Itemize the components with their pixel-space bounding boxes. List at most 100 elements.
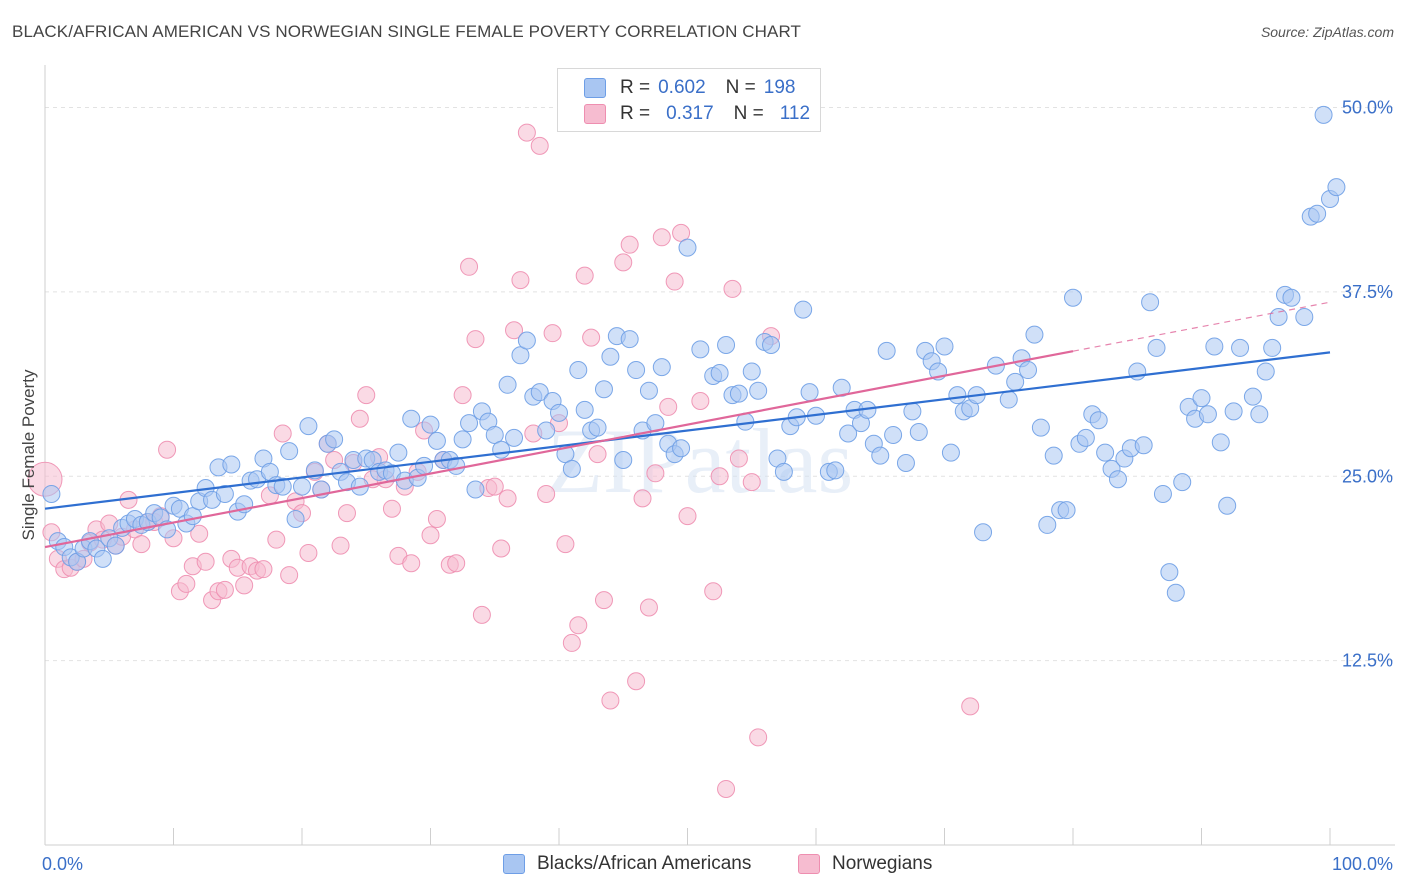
norwegian-trend-line (44, 350, 1074, 549)
x-tick-label: 0.0% (42, 854, 83, 874)
black-point (1089, 411, 1108, 430)
black-trend-line (44, 351, 1331, 510)
black-point (601, 347, 620, 366)
legend-swatch-pink (584, 104, 606, 124)
black-point (749, 381, 768, 400)
black-point (1256, 362, 1275, 381)
black-point (1025, 325, 1044, 344)
black-point (672, 439, 691, 458)
black-point (1327, 178, 1346, 197)
norwegian-point (350, 409, 369, 428)
norwegian-point (267, 530, 286, 549)
norwegian-point (505, 321, 524, 340)
norwegian-point (511, 271, 530, 290)
norwegian-point (466, 330, 485, 349)
black-point (106, 536, 125, 555)
norwegian-point (492, 539, 511, 558)
black-point (620, 330, 639, 349)
norwegian-point (646, 464, 665, 483)
black-point (1134, 436, 1153, 455)
norwegian-point (280, 566, 299, 585)
black-point (1160, 563, 1179, 582)
black-point (389, 443, 408, 462)
y-tick-label: 12.5% (1342, 651, 1393, 671)
chart-title: BLACK/AFRICAN AMERICAN VS NORWEGIAN SING… (12, 22, 802, 41)
black-point (594, 380, 613, 399)
norwegian-point (543, 324, 562, 343)
black-point (402, 409, 421, 428)
norwegian-point (639, 598, 658, 617)
black-point (614, 451, 633, 470)
norwegian-point (537, 484, 556, 503)
black-point (325, 430, 344, 449)
black-point (639, 381, 658, 400)
legend-item-black[interactable]: Blacks/African Americans (503, 853, 751, 875)
black-point (800, 383, 819, 402)
black-points (42, 105, 1346, 602)
axes (44, 65, 1395, 846)
black-point (839, 424, 858, 443)
black-point (415, 456, 434, 475)
black-point (286, 510, 305, 529)
norwegian-point (704, 582, 723, 601)
black-point (1166, 583, 1185, 602)
trend-lines (44, 301, 1331, 549)
norwegian-point (742, 473, 761, 492)
black-point (710, 364, 729, 382)
black-point (222, 455, 241, 474)
r-label: R = (620, 103, 651, 124)
norwegian-point (421, 526, 440, 545)
norwegian-point (331, 536, 350, 555)
norwegian-point (254, 560, 273, 579)
black-point (550, 403, 568, 422)
black-point (498, 375, 517, 394)
legend-item-norwegian[interactable]: Norwegians (798, 853, 932, 875)
norwegian-point (177, 574, 196, 593)
black-point (1205, 337, 1224, 356)
y-tick-label: 25.0% (1342, 466, 1393, 486)
norwegian-point (427, 510, 446, 529)
norwegian-point (575, 266, 594, 285)
norwegian-point (562, 633, 581, 652)
black-point (935, 337, 954, 356)
black-point (517, 331, 536, 350)
black-point (1224, 402, 1243, 421)
black-point (421, 415, 440, 434)
norwegian-point (273, 424, 292, 443)
black-point (1006, 372, 1025, 391)
black-point (537, 421, 556, 440)
black-point (492, 440, 511, 459)
norwegian-point (594, 591, 613, 610)
norwegian-point (588, 445, 607, 464)
black-point (1076, 428, 1095, 447)
norwegian-point (357, 386, 376, 405)
black-point (575, 400, 594, 419)
series-legend: Blacks/African Americans Norwegians (0, 853, 1406, 877)
norwegian-point (299, 543, 318, 562)
black-point (1064, 288, 1082, 307)
norwegian-point (633, 489, 652, 508)
black-point (1019, 361, 1038, 380)
black-point (774, 462, 793, 481)
black-point (652, 358, 671, 377)
black-point (1263, 338, 1282, 357)
norwegian-point (556, 535, 575, 554)
norwegian-point (678, 507, 697, 526)
black-point (1314, 105, 1333, 124)
black-point (1243, 387, 1262, 406)
correlation-legend: R = 0.602 N = 198 R = 0.317 N = 112 (557, 68, 821, 132)
norwegian-point (402, 554, 421, 573)
black-point (877, 341, 896, 360)
black-point (1108, 470, 1127, 489)
black-point (884, 425, 903, 444)
norwegian-point (729, 449, 748, 468)
black-point (794, 300, 813, 319)
norwegian-trend-extension (1072, 301, 1331, 352)
black-point (1153, 484, 1172, 503)
black-point (1192, 389, 1211, 408)
y-tick-label: 50.0% (1342, 98, 1393, 118)
norwegian-point (723, 279, 742, 298)
y-axis-label: Single Female Poverty (19, 369, 38, 541)
norwegian-point (498, 489, 517, 508)
black-point (871, 446, 890, 465)
